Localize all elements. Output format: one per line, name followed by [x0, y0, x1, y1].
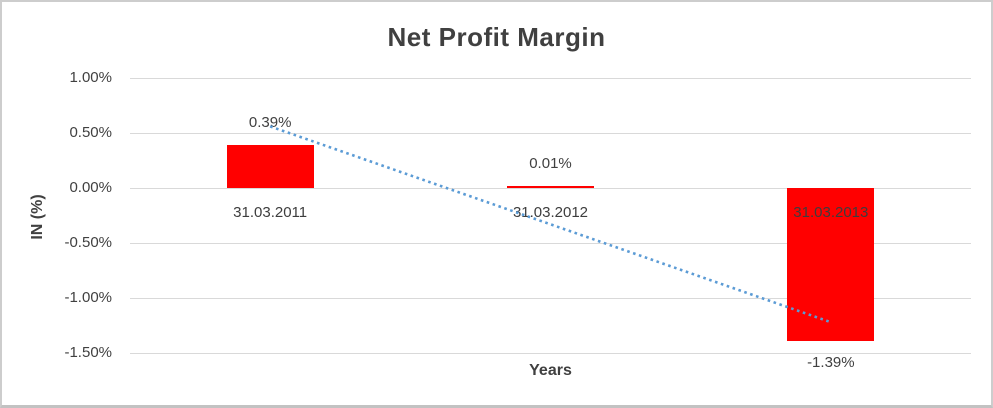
y-tick-label: 1.00%: [69, 69, 112, 86]
y-tick-label: 0.00%: [69, 179, 112, 196]
chart-title: Net Profit Margin: [387, 22, 606, 52]
bar: [507, 186, 594, 188]
bar-value-label: 0.39%: [248, 114, 292, 132]
bar-value-label: -1.39%: [807, 353, 855, 371]
gridline: [130, 353, 971, 354]
category-label: 31.03.2013: [793, 204, 869, 221]
category-label: 31.03.2012: [512, 204, 589, 221]
y-axis-title: IN (%): [29, 194, 46, 240]
gridline: [130, 78, 971, 79]
bar-value-label: 0.01%: [529, 155, 572, 172]
y-tick-label: -1.50%: [64, 344, 112, 361]
y-tick-label: -1.00%: [64, 289, 112, 306]
x-axis-title: Years: [529, 362, 572, 379]
category-label: 31.03.2011: [233, 204, 308, 221]
bar: [226, 145, 314, 188]
y-tick-label: 0.50%: [69, 124, 112, 141]
gridline: [130, 133, 971, 134]
y-tick-label: -0.50%: [64, 234, 112, 251]
